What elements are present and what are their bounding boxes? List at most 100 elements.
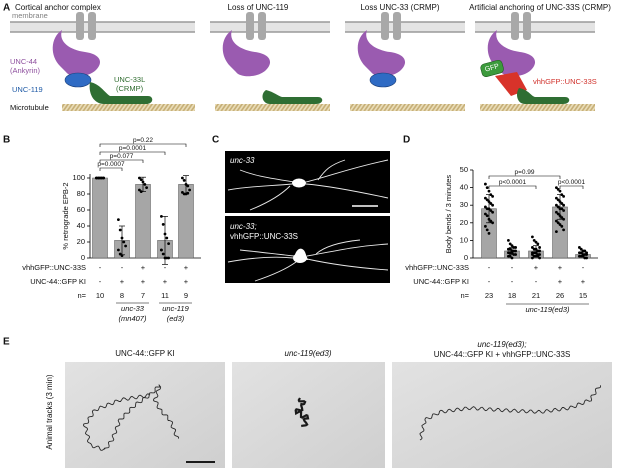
y-tick-label: 30: [460, 200, 468, 209]
data-point: [508, 242, 512, 246]
track-image: [65, 362, 225, 468]
panel-letter: B: [3, 135, 10, 146]
image-label: unc-33;: [230, 222, 257, 231]
n-value: 8: [120, 291, 124, 300]
p-value: p=0.077: [110, 153, 134, 160]
data-point: [485, 228, 489, 232]
data-point: [508, 254, 512, 258]
data-point: [531, 256, 534, 260]
significance-bracket: [99, 167, 123, 171]
p-value: p=0.22: [133, 137, 153, 144]
n-value: 23: [485, 291, 493, 300]
n-value: 7: [141, 291, 145, 300]
data-point: [143, 183, 147, 186]
row-label: vhhGFP::UNC-33S: [405, 263, 469, 272]
data-point: [484, 196, 487, 200]
channel: [76, 12, 84, 40]
unc33l-shape: [262, 90, 323, 104]
data-point: [560, 207, 564, 211]
y-axis-label: Animal tracks (3 min): [45, 374, 54, 449]
row-value: +: [141, 277, 146, 286]
data-point: [491, 195, 494, 198]
data-point: [556, 212, 560, 216]
y-axis-label: Body bends / 3 minutes: [444, 175, 453, 254]
group-label: unc-119(ed3): [525, 305, 570, 314]
membrane: [210, 22, 330, 32]
data-point: [538, 249, 541, 253]
y-tick-label: 0: [464, 253, 468, 262]
microtubule: [350, 104, 465, 111]
unc44-shape: [357, 30, 406, 77]
data-point: [555, 196, 558, 200]
data-point: [161, 223, 165, 226]
p-value: p<0.0001: [499, 179, 527, 186]
row-value: -: [488, 277, 491, 286]
protein-label: UNC-119: [12, 85, 43, 94]
microtubule: [215, 104, 330, 111]
data-point: [491, 210, 494, 214]
n-value: 9: [184, 291, 188, 300]
protein-label: UNC-44: [10, 57, 37, 66]
data-point: [556, 205, 560, 209]
worm-track: [294, 397, 310, 428]
group-label: (mn407): [119, 314, 147, 323]
data-point: [538, 256, 541, 260]
worm-track: [83, 384, 180, 451]
diagram-cortical: [10, 12, 195, 111]
y-tick-label: 80: [77, 189, 85, 198]
panel-letter: C: [212, 135, 219, 146]
row-value: +: [184, 277, 189, 286]
data-point: [117, 218, 120, 222]
gfp-label: GFP: [484, 63, 500, 74]
data-point: [510, 244, 514, 248]
membrane: [475, 22, 595, 32]
unc119-shape: [369, 72, 397, 88]
y-axis-label: % retrograde EPB-2: [61, 182, 70, 249]
membrane: [10, 22, 195, 32]
error-bar: [162, 216, 168, 265]
group-label: unc-33: [121, 304, 145, 313]
n-label: n=: [460, 291, 469, 300]
micrograph-bottom: unc-33; vhhGFP::UNC-33S: [225, 216, 390, 283]
protein-label: (Ankyrin): [10, 66, 41, 75]
data-point: [485, 214, 489, 218]
row-value: +: [120, 277, 125, 286]
gfp-shape: [480, 59, 504, 78]
data-point: [491, 203, 494, 207]
error-bar: [557, 194, 563, 220]
group-label: (ed3): [167, 314, 185, 323]
data-point: [558, 223, 562, 226]
data-point: [489, 219, 493, 223]
microtubule: [62, 104, 195, 111]
data-point: [562, 195, 565, 198]
data-point: [538, 253, 541, 256]
error-bar: [119, 225, 125, 256]
y-tick-label: 60: [77, 205, 85, 214]
row-value: -: [121, 263, 124, 272]
data-point: [560, 216, 564, 219]
diagram-artificial: [475, 12, 595, 111]
unc33l-shape: [89, 82, 153, 104]
data-point: [118, 228, 122, 232]
row-value: -: [164, 263, 167, 272]
unc44-shape: [222, 30, 271, 77]
data-point: [485, 198, 489, 202]
significance-bracket: [99, 159, 144, 163]
row-label: UNC-44::GFP KI: [413, 277, 469, 286]
data-point: [508, 247, 512, 251]
image-label: vhhGFP::UNC-33S: [230, 232, 298, 241]
track-image: [392, 362, 612, 468]
data-point: [514, 246, 517, 249]
data-point: [182, 179, 186, 182]
membrane: [345, 22, 465, 32]
data-point: [514, 253, 517, 256]
channel: [258, 12, 266, 40]
y-tick-label: 20: [77, 237, 85, 246]
n-value: 11: [161, 291, 169, 300]
data-point: [102, 176, 105, 180]
n-value: 26: [556, 291, 564, 300]
data-point: [117, 248, 120, 252]
p-value: p=0.99: [514, 169, 534, 176]
data-point: [555, 219, 558, 223]
